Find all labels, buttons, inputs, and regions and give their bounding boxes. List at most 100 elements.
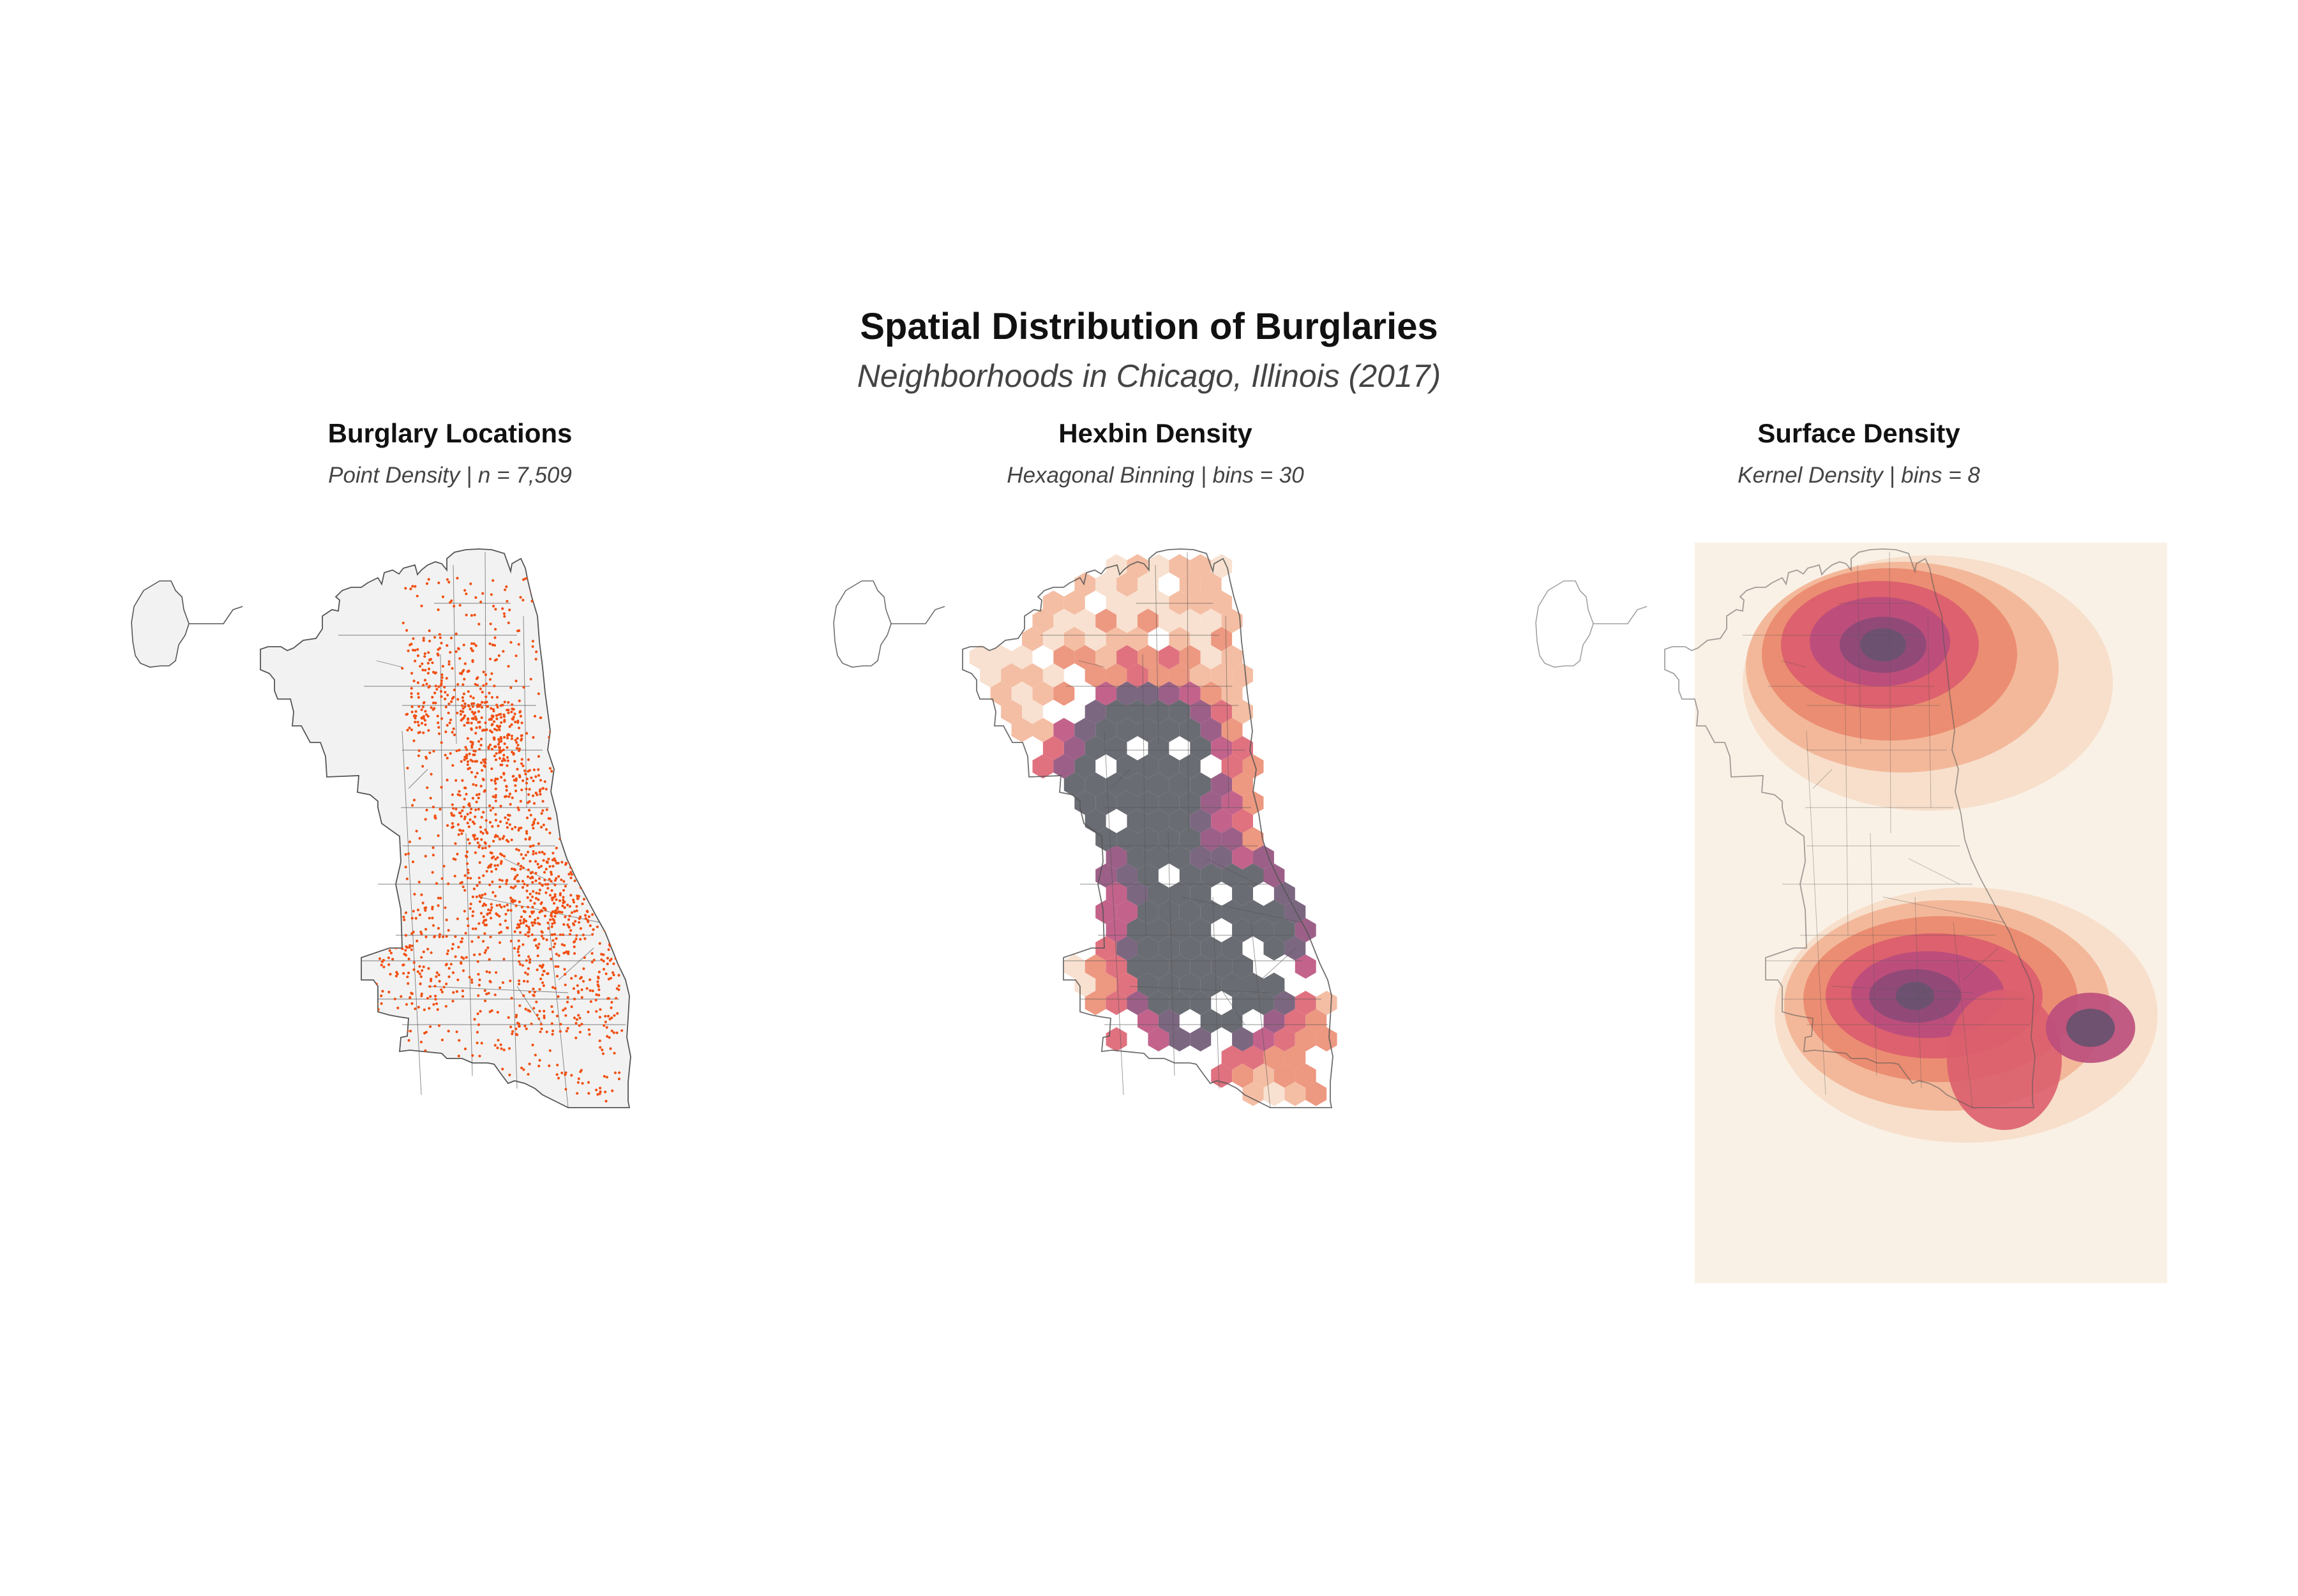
burglary-point	[580, 866, 583, 870]
burglary-point	[427, 578, 430, 581]
burglary-point	[523, 919, 526, 922]
burglary-point	[525, 889, 529, 892]
burglary-point	[414, 649, 417, 652]
burglary-point	[434, 998, 437, 1001]
burglary-point	[511, 827, 514, 831]
burglary-point	[515, 741, 518, 744]
hexbin-cell	[1095, 827, 1117, 852]
burglary-point	[489, 981, 492, 984]
burglary-point	[543, 914, 547, 917]
burglary-point	[438, 633, 441, 636]
burglary-point	[555, 975, 559, 978]
burglary-point	[532, 844, 535, 847]
hexbin-cell	[1106, 700, 1127, 724]
burglary-point	[491, 825, 494, 828]
burglary-point	[628, 633, 631, 636]
burglary-point	[584, 914, 587, 917]
burglary-point	[530, 1022, 533, 1025]
burglary-point	[554, 757, 558, 760]
burglary-point	[488, 912, 492, 915]
burglary-point	[566, 1000, 569, 1004]
burglary-point	[570, 977, 573, 980]
burglary-point	[481, 778, 484, 781]
burglary-point	[463, 714, 467, 718]
burglary-point	[596, 925, 599, 928]
burglary-point	[583, 859, 586, 862]
burglary-point	[414, 710, 417, 713]
hexbin-cell	[1211, 627, 1233, 651]
burglary-point	[425, 757, 428, 760]
burglary-point	[425, 713, 428, 716]
burglary-point	[502, 650, 505, 653]
burglary-point	[486, 705, 490, 708]
burglary-point	[516, 744, 520, 747]
burglary-point	[583, 887, 586, 890]
burglary-point	[551, 1033, 554, 1036]
burglary-point	[582, 898, 586, 901]
burglary-point	[629, 801, 631, 804]
burglary-point	[518, 979, 521, 982]
burglary-point	[560, 1071, 564, 1074]
burglary-point	[606, 658, 609, 661]
burglary-point	[630, 652, 631, 656]
burglary-point	[562, 705, 566, 708]
burglary-point	[537, 866, 541, 869]
neighborhood-boundary	[402, 730, 422, 1095]
burglary-point	[570, 644, 573, 647]
burglary-point	[483, 951, 486, 954]
burglary-point	[609, 977, 613, 980]
burglary-point	[463, 724, 466, 727]
burglary-point	[560, 861, 564, 864]
burglary-point	[518, 726, 521, 730]
hexbin-cell	[980, 663, 1002, 688]
neighborhood-boundary	[1844, 654, 1849, 936]
burglary-point	[555, 862, 559, 865]
burglary-point	[494, 799, 497, 802]
neighborhood-boundary	[1914, 896, 1922, 1089]
burglary-point	[404, 866, 407, 869]
burglary-point	[504, 912, 507, 916]
burglary-point	[479, 785, 483, 788]
burglary-point	[465, 592, 468, 596]
hexbin-cell	[1200, 827, 1222, 852]
burglary-point	[524, 772, 527, 776]
burglary-point	[442, 864, 446, 868]
burglary-point	[417, 724, 420, 727]
burglary-point	[505, 822, 509, 825]
burglary-point	[492, 736, 495, 739]
burglary-point	[569, 929, 573, 932]
burglary-point	[499, 804, 502, 808]
burglary-point	[417, 705, 421, 708]
neighborhood-boundary	[1921, 986, 1948, 1025]
burglary-point	[382, 965, 386, 968]
hexbin-cell	[1200, 681, 1222, 706]
burglary-point	[614, 844, 617, 847]
burglary-point	[534, 860, 537, 863]
burglary-point	[430, 951, 433, 954]
burglary-point	[495, 714, 499, 718]
burglary-point	[615, 952, 619, 956]
hexbin-cell	[1032, 681, 1054, 706]
burglary-point	[482, 874, 485, 877]
burglary-point	[409, 944, 412, 947]
burglary-point	[387, 963, 391, 967]
burglary-point	[557, 652, 560, 655]
burglary-point	[578, 1016, 582, 1020]
burglary-point	[603, 1074, 606, 1078]
burglary-point	[580, 1023, 583, 1026]
burglary-point	[617, 1077, 621, 1081]
burglary-point	[444, 705, 447, 709]
burglary-point	[604, 1020, 607, 1023]
hexbin-cell	[1211, 772, 1233, 797]
burglary-point	[463, 910, 467, 913]
density-surface	[1695, 543, 2167, 1283]
burglary-point	[532, 988, 535, 991]
burglary-point	[410, 687, 413, 690]
burglary-point	[467, 704, 470, 707]
burglary-point	[525, 924, 529, 928]
burglary-point	[461, 937, 464, 940]
burglary-point	[471, 705, 474, 708]
burglary-point	[537, 1017, 541, 1020]
burglary-point	[506, 878, 509, 882]
burglary-point	[552, 896, 555, 900]
